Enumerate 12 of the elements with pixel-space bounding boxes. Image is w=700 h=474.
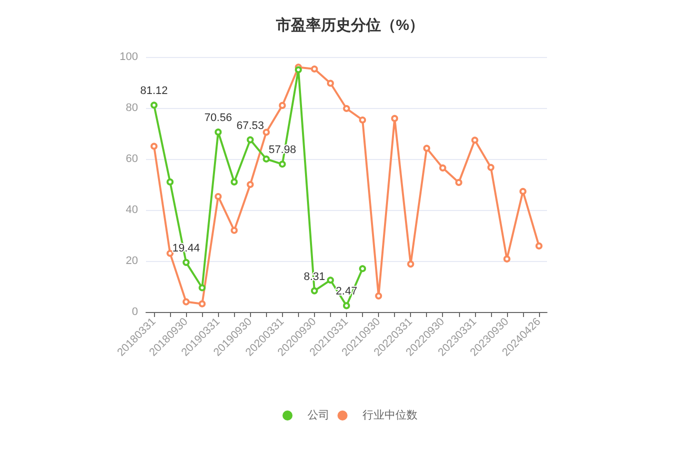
- y-tick-label: 100: [120, 51, 138, 63]
- y-tick-label: 20: [126, 255, 138, 267]
- y-tick-label: 60: [126, 153, 138, 165]
- y-tick-label: 0: [132, 306, 138, 318]
- data-label: 70.56: [204, 112, 232, 124]
- legend-label: 行业中位数: [362, 408, 418, 422]
- y-tick-label: 80: [126, 102, 138, 114]
- y-tick-label: 40: [126, 204, 138, 216]
- data-label: 67.53: [236, 120, 264, 132]
- legend-label: 公司: [308, 410, 330, 422]
- chart-title: 市盈率历史分位（%）: [274, 16, 424, 34]
- data-label: 81.12: [140, 85, 168, 98]
